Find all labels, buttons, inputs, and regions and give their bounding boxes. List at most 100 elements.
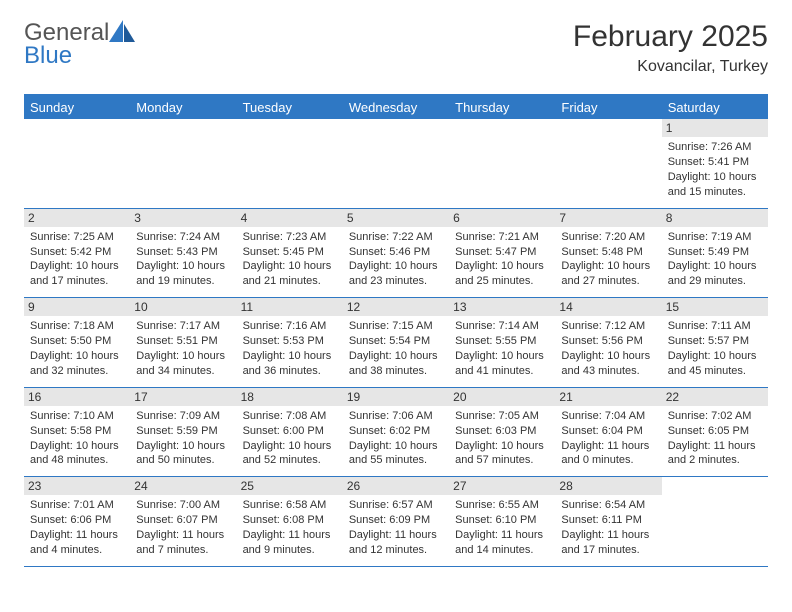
daylight-1: Daylight: 11 hours (455, 528, 549, 543)
daylight-1: Daylight: 10 hours (136, 439, 230, 454)
calendar: Sunday Monday Tuesday Wednesday Thursday… (24, 94, 768, 567)
day-number: 6 (449, 209, 555, 227)
sunset: Sunset: 5:46 PM (349, 245, 443, 260)
daylight-2: and 12 minutes. (349, 543, 443, 558)
day-cell: 7Sunrise: 7:20 AMSunset: 5:48 PMDaylight… (555, 209, 661, 298)
day-number: 25 (237, 477, 343, 495)
sunrise: Sunrise: 6:54 AM (561, 498, 655, 513)
week-row: 9Sunrise: 7:18 AMSunset: 5:50 PMDaylight… (24, 298, 768, 388)
dayname: Saturday (662, 96, 768, 119)
sunset: Sunset: 6:04 PM (561, 424, 655, 439)
day-cell: 27Sunrise: 6:55 AMSunset: 6:10 PMDayligh… (449, 477, 555, 566)
day-number: 22 (662, 388, 768, 406)
daylight-2: and 29 minutes. (668, 274, 762, 289)
daylight-1: Daylight: 10 hours (455, 439, 549, 454)
sunset: Sunset: 6:02 PM (349, 424, 443, 439)
sunset: Sunset: 6:10 PM (455, 513, 549, 528)
daylight-2: and 7 minutes. (136, 543, 230, 558)
sunset: Sunset: 5:57 PM (668, 334, 762, 349)
day-cell: 24Sunrise: 7:00 AMSunset: 6:07 PMDayligh… (130, 477, 236, 566)
day-number: 21 (555, 388, 661, 406)
day-cell: 21Sunrise: 7:04 AMSunset: 6:04 PMDayligh… (555, 388, 661, 477)
dayname: Sunday (24, 96, 130, 119)
daylight-2: and 43 minutes. (561, 364, 655, 379)
day-number: 23 (24, 477, 130, 495)
sunrise: Sunrise: 7:06 AM (349, 409, 443, 424)
sunset: Sunset: 6:11 PM (561, 513, 655, 528)
sunset: Sunset: 6:07 PM (136, 513, 230, 528)
day-number: 13 (449, 298, 555, 316)
sunrise: Sunrise: 7:12 AM (561, 319, 655, 334)
dayname: Wednesday (343, 96, 449, 119)
sunrise: Sunrise: 7:23 AM (243, 230, 337, 245)
daylight-2: and 23 minutes. (349, 274, 443, 289)
sunrise: Sunrise: 7:22 AM (349, 230, 443, 245)
empty-cell (24, 119, 130, 208)
day-cell: 18Sunrise: 7:08 AMSunset: 6:00 PMDayligh… (237, 388, 343, 477)
daylight-1: Daylight: 10 hours (30, 349, 124, 364)
daylight-2: and 50 minutes. (136, 453, 230, 468)
sunset: Sunset: 5:58 PM (30, 424, 124, 439)
daylight-2: and 41 minutes. (455, 364, 549, 379)
daylight-2: and 55 minutes. (349, 453, 443, 468)
daylight-1: Daylight: 10 hours (668, 259, 762, 274)
title-block: February 2025 Kovancilar, Turkey (573, 20, 768, 76)
sunset: Sunset: 5:53 PM (243, 334, 337, 349)
day-number: 15 (662, 298, 768, 316)
daylight-2: and 57 minutes. (455, 453, 549, 468)
sunset: Sunset: 5:56 PM (561, 334, 655, 349)
sunset: Sunset: 5:45 PM (243, 245, 337, 260)
day-cell: 11Sunrise: 7:16 AMSunset: 5:53 PMDayligh… (237, 298, 343, 387)
day-cell: 22Sunrise: 7:02 AMSunset: 6:05 PMDayligh… (662, 388, 768, 477)
dayname: Thursday (449, 96, 555, 119)
logo: General Blue (24, 20, 135, 68)
daylight-2: and 38 minutes. (349, 364, 443, 379)
sunrise: Sunrise: 7:14 AM (455, 319, 549, 334)
day-cell: 17Sunrise: 7:09 AMSunset: 5:59 PMDayligh… (130, 388, 236, 477)
day-cell: 23Sunrise: 7:01 AMSunset: 6:06 PMDayligh… (24, 477, 130, 566)
day-cell: 26Sunrise: 6:57 AMSunset: 6:09 PMDayligh… (343, 477, 449, 566)
daylight-2: and 25 minutes. (455, 274, 549, 289)
daylight-2: and 32 minutes. (30, 364, 124, 379)
sunset: Sunset: 5:42 PM (30, 245, 124, 260)
day-number: 26 (343, 477, 449, 495)
sunrise: Sunrise: 7:20 AM (561, 230, 655, 245)
sunrise: Sunrise: 7:09 AM (136, 409, 230, 424)
day-cell: 6Sunrise: 7:21 AMSunset: 5:47 PMDaylight… (449, 209, 555, 298)
day-number: 20 (449, 388, 555, 406)
day-number: 5 (343, 209, 449, 227)
daylight-1: Daylight: 10 hours (455, 349, 549, 364)
empty-cell (449, 119, 555, 208)
day-number: 27 (449, 477, 555, 495)
day-cell: 12Sunrise: 7:15 AMSunset: 5:54 PMDayligh… (343, 298, 449, 387)
sunset: Sunset: 6:08 PM (243, 513, 337, 528)
daylight-1: Daylight: 10 hours (136, 349, 230, 364)
daylight-1: Daylight: 11 hours (243, 528, 337, 543)
day-number: 24 (130, 477, 236, 495)
day-cell: 8Sunrise: 7:19 AMSunset: 5:49 PMDaylight… (662, 209, 768, 298)
day-number: 2 (24, 209, 130, 227)
day-number: 19 (343, 388, 449, 406)
day-number: 4 (237, 209, 343, 227)
daylight-1: Daylight: 11 hours (668, 439, 762, 454)
day-cell: 3Sunrise: 7:24 AMSunset: 5:43 PMDaylight… (130, 209, 236, 298)
sunrise: Sunrise: 7:08 AM (243, 409, 337, 424)
daylight-1: Daylight: 10 hours (30, 439, 124, 454)
day-cell: 13Sunrise: 7:14 AMSunset: 5:55 PMDayligh… (449, 298, 555, 387)
daylight-2: and 17 minutes. (30, 274, 124, 289)
daylight-1: Daylight: 10 hours (668, 349, 762, 364)
daylight-2: and 15 minutes. (668, 185, 762, 200)
daylight-1: Daylight: 10 hours (561, 349, 655, 364)
week-row: 1Sunrise: 7:26 AMSunset: 5:41 PMDaylight… (24, 119, 768, 209)
daylight-1: Daylight: 11 hours (561, 528, 655, 543)
month-title: February 2025 (573, 20, 768, 54)
daylight-1: Daylight: 11 hours (561, 439, 655, 454)
empty-cell (555, 119, 661, 208)
day-number: 1 (662, 119, 768, 137)
sunrise: Sunrise: 7:25 AM (30, 230, 124, 245)
sunrise: Sunrise: 7:19 AM (668, 230, 762, 245)
sunrise: Sunrise: 7:17 AM (136, 319, 230, 334)
sunrise: Sunrise: 6:58 AM (243, 498, 337, 513)
day-cell: 4Sunrise: 7:23 AMSunset: 5:45 PMDaylight… (237, 209, 343, 298)
day-number: 11 (237, 298, 343, 316)
